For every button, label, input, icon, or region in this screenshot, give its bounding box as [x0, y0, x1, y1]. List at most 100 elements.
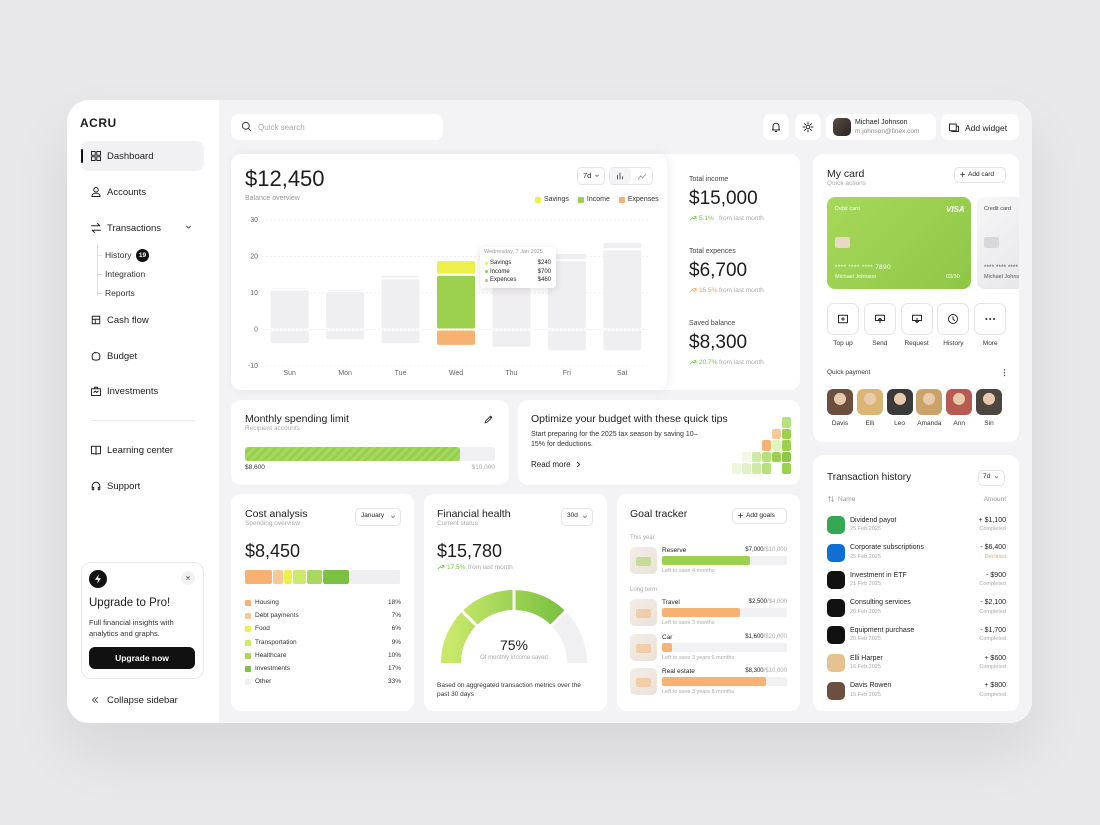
- chart-toggle[interactable]: [609, 167, 653, 185]
- person-name: Sin: [984, 420, 994, 427]
- icon: [391, 515, 395, 518]
- action-button[interactable]: [937, 303, 970, 335]
- tips-decor: [772, 451, 781, 462]
- tips-decor: [782, 428, 791, 439]
- cost-swatch: [245, 652, 251, 659]
- debit-card[interactable]: [827, 197, 971, 289]
- tx-name: Consulting services: [850, 599, 911, 607]
- tips-link[interactable]: Read more: [531, 460, 571, 469]
- icon: [91, 187, 101, 197]
- tx-date: 25 Feb 2025: [850, 526, 881, 532]
- icon-path: [874, 314, 885, 324]
- icon: [91, 445, 101, 455]
- add-widget-button[interactable]: [941, 114, 1019, 140]
- cost-swatch: [245, 626, 251, 633]
- cost-name: Housing: [255, 599, 279, 606]
- goal-track: [662, 643, 787, 652]
- tooltip-dot: [485, 278, 488, 282]
- person-avatar[interactable]: [827, 389, 853, 415]
- bar-segment: [547, 261, 586, 329]
- goal-separator: /: [763, 547, 766, 553]
- nav-item[interactable]: Cash flow: [107, 315, 149, 326]
- action-label: History: [943, 340, 964, 347]
- my-card-subtitle: Quick actions: [827, 180, 867, 187]
- icon: [689, 288, 697, 293]
- x-tick-label: Sun: [283, 370, 296, 377]
- tips-decor: [782, 463, 791, 474]
- action-button[interactable]: [900, 303, 933, 335]
- settings-button[interactable]: [795, 114, 821, 140]
- add-card-button[interactable]: [954, 167, 1006, 183]
- tx-icon: [827, 598, 845, 617]
- person-avatar[interactable]: [856, 389, 883, 415]
- icon: [689, 360, 697, 365]
- gauge-label: 75%: [499, 637, 529, 653]
- card-chip: [984, 237, 999, 248]
- goal-name: Travel: [662, 599, 680, 606]
- person-avatar[interactable]: [946, 389, 973, 415]
- cost-period-select[interactable]: [355, 508, 401, 526]
- x-tick-label: Wed: [449, 370, 463, 377]
- icon-path: [911, 314, 922, 324]
- nav-item[interactable]: Transactions: [107, 223, 162, 234]
- tooltip-name: Income: [490, 268, 510, 275]
- goal-fill: [662, 556, 750, 565]
- search-box[interactable]: [231, 114, 443, 140]
- nav-item[interactable]: Support: [107, 481, 141, 492]
- bell-button[interactable]: [763, 114, 789, 140]
- tooltip-name: Savings: [490, 260, 512, 266]
- icon: [91, 386, 101, 396]
- legend-swatch: [577, 197, 584, 203]
- action-button[interactable]: [827, 303, 859, 335]
- person-name: Leo: [894, 420, 906, 427]
- icon-path: [576, 461, 581, 468]
- person-avatar[interactable]: [916, 389, 943, 415]
- icon-path: [838, 314, 848, 324]
- goal-left: Left to save 3 years 8 months: [662, 689, 735, 695]
- icon: [802, 121, 814, 133]
- health-change: 17.5%: [447, 564, 466, 571]
- health-period-select[interactable]: [561, 508, 593, 526]
- gauge-gap: [459, 608, 479, 628]
- subnav-item[interactable]: Reports: [105, 288, 135, 298]
- nav-item[interactable]: Dashboard: [107, 151, 154, 162]
- collapse-sidebar[interactable]: Collapse sidebar: [107, 695, 178, 706]
- gauge-caption: Of monthly income saved: [480, 655, 548, 661]
- goal-fill: [662, 677, 766, 686]
- tx-period-select[interactable]: [978, 470, 1005, 486]
- icon-path: [185, 225, 192, 229]
- cost-name: Investments: [255, 665, 291, 672]
- tx-amount: - $6,400: [980, 544, 1006, 552]
- add-goals-button[interactable]: [732, 508, 787, 524]
- nav-item[interactable]: Learning center: [107, 445, 174, 456]
- y-tick-label: 0: [254, 326, 258, 333]
- goal-target: $10,000: [765, 547, 787, 553]
- nav-item[interactable]: Budget: [107, 351, 138, 362]
- goal-group-label: Long term: [630, 587, 658, 593]
- person-avatar[interactable]: [976, 389, 1002, 415]
- upgrade-button[interactable]: Upgrade now: [89, 647, 195, 669]
- icon-path: [437, 565, 445, 570]
- subnav-item[interactable]: Integration: [105, 269, 146, 279]
- icon: [948, 314, 959, 324]
- credit-card[interactable]: Credit card **** **** **** Michael Johnson: [977, 197, 1019, 289]
- goal-left: Left to save 4 months: [662, 568, 715, 574]
- stat-note: from last month: [719, 215, 764, 222]
- gauge: [441, 588, 587, 664]
- subnav-item[interactable]: History: [105, 250, 132, 260]
- person-name: Ann: [953, 420, 965, 427]
- person-avatar[interactable]: [886, 389, 913, 415]
- period: 7d: [583, 171, 592, 180]
- health-period: 30d: [567, 512, 578, 519]
- cost-segment: [307, 570, 322, 584]
- card-brand: VISA: [946, 205, 965, 214]
- cost-segment: [284, 570, 293, 584]
- nav-item[interactable]: Investments: [107, 386, 159, 397]
- action-button[interactable]: [974, 303, 1007, 335]
- nav-item[interactable]: Accounts: [107, 187, 147, 198]
- tx-name: Dividend payot: [850, 516, 897, 524]
- action-button[interactable]: [863, 303, 896, 335]
- tx-icon: [827, 571, 845, 590]
- period-select[interactable]: [577, 167, 605, 185]
- cost-segment: [273, 570, 283, 584]
